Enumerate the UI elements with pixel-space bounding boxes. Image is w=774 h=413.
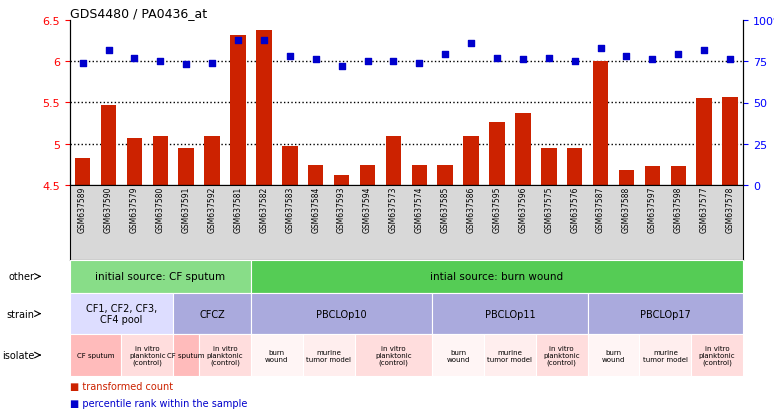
Bar [179,149,194,186]
Text: burn
wound: burn wound [265,349,289,362]
Point [310,57,322,64]
Point [206,60,218,67]
Text: CF sputum: CF sputum [77,352,115,358]
Bar [515,114,531,186]
Bar [618,171,634,186]
Bar [334,175,349,186]
Text: intial source: burn wound: intial source: burn wound [430,272,563,282]
Bar [101,106,116,186]
Text: PBCLOp17: PBCLOp17 [640,309,690,319]
Point [361,59,374,65]
Point [724,57,736,64]
Point [128,55,141,62]
Point [568,59,580,65]
Point [335,64,348,70]
Bar [489,122,505,186]
Point [594,45,607,52]
Bar [256,31,272,186]
Bar [541,149,557,186]
Point [154,59,166,65]
Text: other: other [9,272,35,282]
Point [465,40,478,47]
Text: CF1, CF2, CF3,
CF4 pool: CF1, CF2, CF3, CF4 pool [86,303,157,325]
Text: murine
tumor model: murine tumor model [643,349,688,362]
Text: in vitro
planktonic
(control): in vitro planktonic (control) [699,345,735,366]
Point [517,57,529,64]
Text: ■ transformed count: ■ transformed count [70,381,173,391]
Bar [722,97,738,186]
Point [77,60,89,67]
Text: PBCLOp11: PBCLOp11 [485,309,536,319]
Text: in vitro
planktonic
(control): in vitro planktonic (control) [207,345,243,366]
Text: strain: strain [7,309,35,319]
Text: murine
tumor model: murine tumor model [488,349,533,362]
Point [698,47,711,54]
Bar [645,167,660,186]
Point [543,55,555,62]
Bar [385,137,401,186]
Point [439,52,451,59]
Text: GDS4480 / PA0436_at: GDS4480 / PA0436_at [70,7,207,19]
Point [672,52,684,59]
Bar [75,159,91,186]
Bar [360,165,375,186]
Point [387,59,399,65]
Point [258,37,270,44]
Point [102,47,115,54]
Point [491,55,503,62]
Bar [464,137,479,186]
Bar [567,149,583,186]
Text: CFCZ: CFCZ [199,309,225,319]
Point [413,60,426,67]
Point [646,57,659,64]
Text: in vitro
planktonic
(control): in vitro planktonic (control) [375,345,412,366]
Bar [437,165,453,186]
Bar [152,137,168,186]
Text: burn
wound: burn wound [447,349,470,362]
Bar [412,165,427,186]
Text: in vitro
planktonic
(control): in vitro planktonic (control) [129,345,166,366]
Text: in vitro
planktonic
(control): in vitro planktonic (control) [543,345,580,366]
Bar [697,98,712,186]
Bar [593,62,608,186]
Point [620,54,632,60]
Text: initial source: CF sputum: initial source: CF sputum [95,272,225,282]
Bar [230,36,246,186]
Point [180,62,193,69]
Point [283,54,296,60]
Bar [127,139,142,186]
Text: isolate: isolate [2,350,35,360]
Text: murine
tumor model: murine tumor model [307,349,351,362]
Text: ■ percentile rank within the sample: ■ percentile rank within the sample [70,398,247,408]
Text: CF sputum: CF sputum [167,352,205,358]
Text: PBCLOp10: PBCLOp10 [317,309,367,319]
Bar [670,167,686,186]
Bar [282,147,297,186]
Text: burn
wound: burn wound [602,349,625,362]
Bar [308,165,324,186]
Bar [204,137,220,186]
Point [232,37,245,44]
